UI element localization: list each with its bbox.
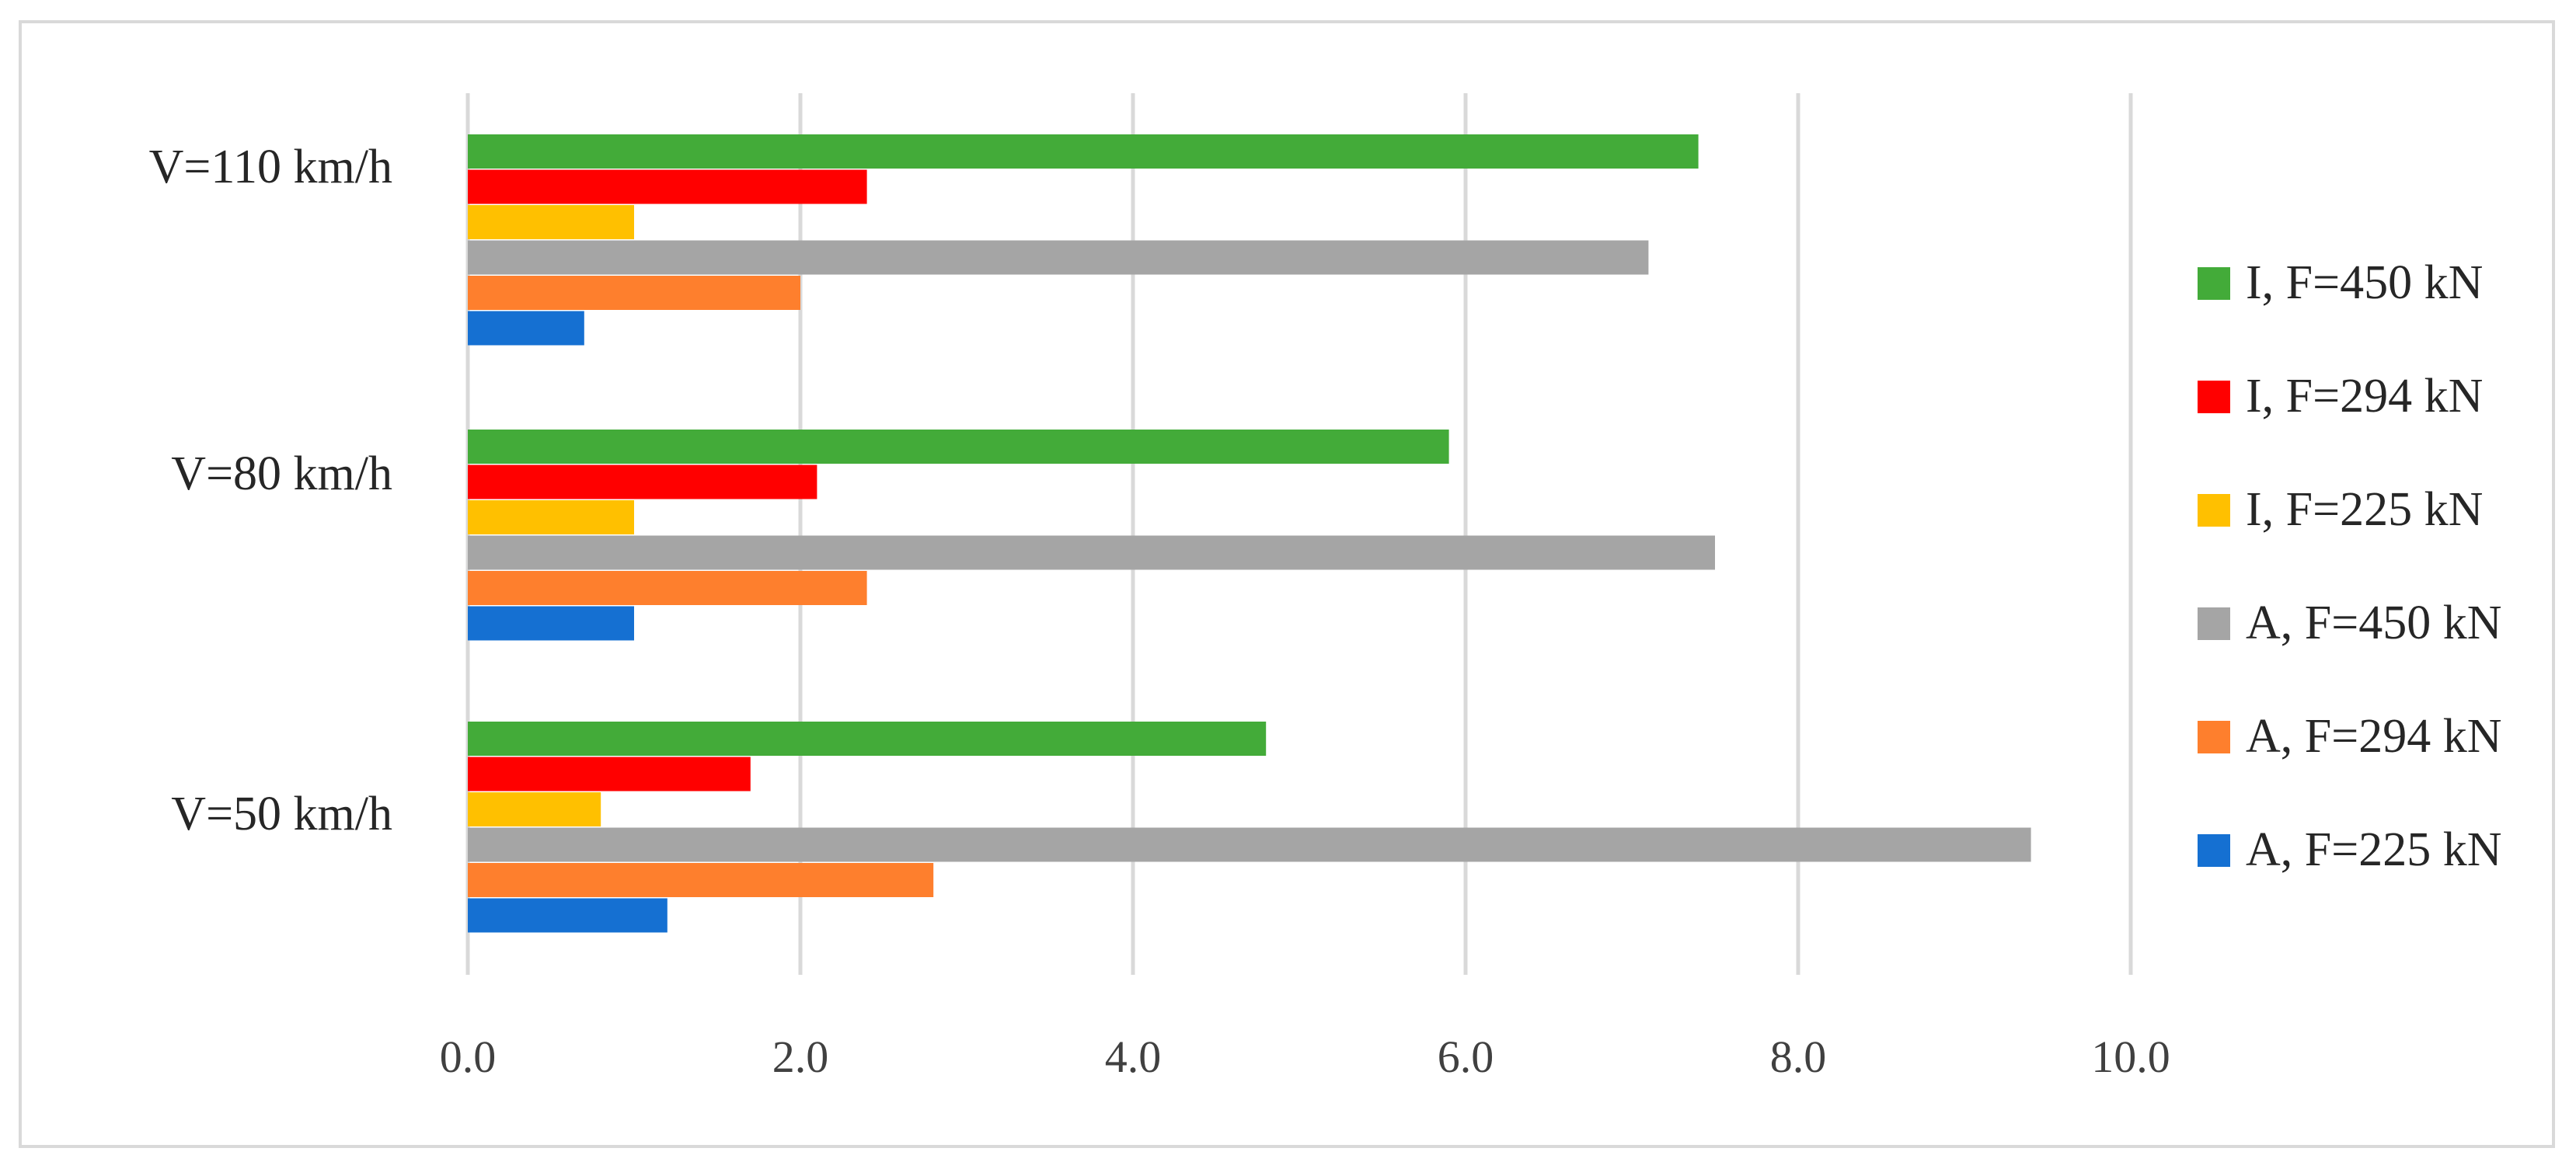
bar	[468, 792, 601, 826]
bar	[468, 722, 1267, 756]
legend-swatch	[2198, 381, 2230, 413]
x-tick-label: 2.0	[772, 1032, 829, 1082]
x-tick-label: 6.0	[1438, 1032, 1494, 1082]
bar	[468, 757, 751, 792]
legend: I, F=450 kN I, F=294 kN I, F=225 kN A, F=45…	[2198, 256, 2502, 876]
bar	[468, 500, 634, 534]
legend-swatch	[2198, 721, 2230, 753]
x-tick-label: 4.0	[1105, 1032, 1162, 1082]
axis-labels: 0.0 2.0 4.0 6.0 8.0 10.0 V=110 km/h V=80 km/h V=…	[149, 141, 2170, 1082]
bar	[468, 606, 634, 641]
legend-swatch	[2198, 607, 2230, 640]
legend-label: I, F=450 kN	[2246, 256, 2483, 309]
bar	[468, 205, 634, 239]
bar	[468, 134, 1699, 169]
legend-label: A, F=294 kN	[2246, 710, 2502, 763]
legend-label: A, F=450 kN	[2246, 597, 2502, 649]
x-tick-label: 0.0	[440, 1032, 497, 1082]
bar	[468, 827, 2031, 862]
legend-swatch	[2198, 267, 2230, 300]
x-tick-label: 10.0	[2091, 1032, 2170, 1082]
legend-label: A, F=225 kN	[2246, 823, 2502, 876]
bar	[468, 276, 800, 310]
x-tick-label: 8.0	[1770, 1032, 1827, 1082]
bar	[468, 898, 668, 933]
bars	[468, 134, 2031, 933]
bar	[468, 464, 817, 499]
bar	[468, 535, 1715, 570]
legend-label: I, F=225 kN	[2246, 483, 2483, 536]
bar	[468, 240, 1649, 275]
category-label: V=110 km/h	[149, 141, 392, 193]
bar	[468, 430, 1449, 464]
category-label: V=50 km/h	[171, 788, 392, 840]
bar	[468, 311, 584, 346]
legend-swatch	[2198, 494, 2230, 527]
bar	[468, 863, 934, 897]
legend-swatch	[2198, 834, 2230, 867]
legend-label: I, F=294 kN	[2246, 370, 2483, 423]
category-label: V=80 km/h	[171, 447, 392, 500]
bar	[468, 169, 867, 204]
bar	[468, 571, 867, 605]
